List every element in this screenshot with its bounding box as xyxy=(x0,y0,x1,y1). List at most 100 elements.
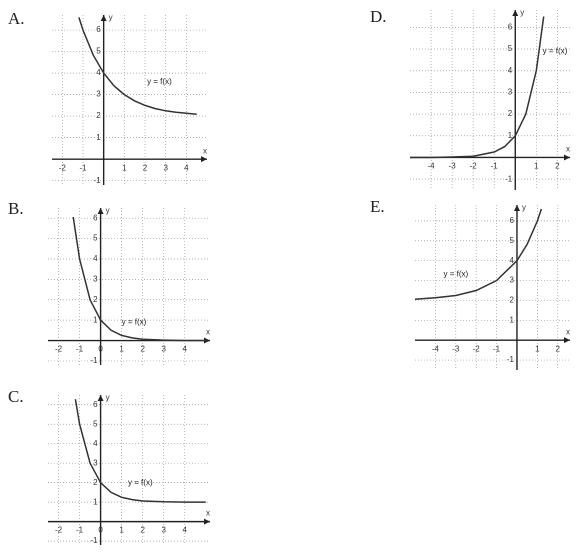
y-tick-label: 5 xyxy=(93,234,98,243)
curve-label: y = f(x) xyxy=(147,77,172,86)
y-tick-label: 5 xyxy=(96,47,101,56)
x-axis-label: x xyxy=(566,327,570,336)
x-tick-label: -1 xyxy=(491,162,499,171)
y-tick-label: 5 xyxy=(510,236,515,245)
choice-label: D. xyxy=(370,7,387,26)
choice-label: A. xyxy=(8,9,25,28)
choice-label: C. xyxy=(8,387,24,406)
y-tick-label: 6 xyxy=(93,213,98,222)
x-tick-label: -2 xyxy=(55,345,63,354)
y-arrow xyxy=(97,395,104,401)
y-tick-label: -1 xyxy=(90,536,98,545)
x-tick-label: 4 xyxy=(184,163,189,172)
y-axis-label: y xyxy=(522,203,526,212)
y-tick-label: 2 xyxy=(93,478,98,487)
x-tick-label: 1 xyxy=(119,345,124,354)
y-tick-label: 4 xyxy=(508,66,513,75)
curve xyxy=(414,208,543,300)
y-tick-label: 3 xyxy=(510,276,515,285)
x-tick-label: -2 xyxy=(55,526,63,535)
curve-label: y = f(x) xyxy=(444,270,469,279)
x-tick-label: 1 xyxy=(535,344,540,353)
y-tick-label: 2 xyxy=(510,296,515,305)
curve xyxy=(78,17,197,115)
y-tick-label: -1 xyxy=(505,174,513,183)
y-tick-label: 6 xyxy=(96,25,101,34)
y-tick-label: 3 xyxy=(93,458,98,467)
y-tick-label: -1 xyxy=(507,355,515,364)
x-tick-label: -1 xyxy=(79,163,87,172)
x-arrow xyxy=(564,337,570,344)
y-tick-label: 4 xyxy=(93,439,98,448)
x-axis-label: x xyxy=(206,509,210,518)
y-arrow xyxy=(100,15,107,21)
x-tick-label: 2 xyxy=(556,344,561,353)
curve xyxy=(72,216,206,342)
y-tick-label: 1 xyxy=(508,131,513,140)
x-tick-label: 1 xyxy=(122,163,127,172)
x-tick-label: -4 xyxy=(427,162,435,171)
y-tick-label: 5 xyxy=(508,44,513,53)
y-tick-label: 2 xyxy=(96,111,101,120)
x-tick-label: -2 xyxy=(59,163,67,172)
x-arrow xyxy=(201,156,207,163)
x-tick-label: -2 xyxy=(473,344,481,353)
y-tick-label: 3 xyxy=(96,90,101,99)
y-tick-label: 4 xyxy=(93,254,98,263)
x-tick-label: 2 xyxy=(555,162,560,171)
x-tick-label: -2 xyxy=(470,162,478,171)
x-tick-label: -1 xyxy=(76,526,84,535)
x-axis-label: x xyxy=(206,328,210,337)
x-tick-label: 4 xyxy=(183,526,188,535)
x-tick-label: 1 xyxy=(119,526,124,535)
x-tick-label: 2 xyxy=(143,163,148,172)
y-arrow xyxy=(97,208,104,214)
x-tick-label: 3 xyxy=(163,163,168,172)
choice-label: E. xyxy=(370,197,385,216)
x-axis-label: x xyxy=(566,145,570,154)
y-tick-label: 6 xyxy=(93,400,98,409)
y-tick-label: 2 xyxy=(93,295,98,304)
y-tick-label: -1 xyxy=(94,176,102,185)
x-tick-label: 1 xyxy=(534,162,539,171)
y-tick-label: 2 xyxy=(508,109,513,118)
y-tick-label: 3 xyxy=(508,88,513,97)
y-axis-label: y xyxy=(106,393,110,402)
y-axis-label: y xyxy=(109,13,113,22)
y-tick-label: 6 xyxy=(510,216,515,225)
x-axis-label: x xyxy=(203,146,207,155)
x-tick-label: -3 xyxy=(452,344,460,353)
x-tick-label: 3 xyxy=(161,526,166,535)
x-tick-label: -4 xyxy=(432,344,440,353)
x-arrow xyxy=(204,518,210,525)
x-arrow xyxy=(204,337,210,344)
curve xyxy=(410,16,545,159)
y-tick-label: 1 xyxy=(93,315,98,324)
y-arrow xyxy=(512,10,519,16)
x-arrow xyxy=(564,154,570,161)
y-tick-label: 4 xyxy=(510,256,515,265)
y-arrow xyxy=(513,205,520,211)
choice-label: B. xyxy=(8,199,24,218)
y-axis-label: y xyxy=(106,206,110,215)
y-tick-label: 1 xyxy=(510,315,515,324)
y-tick-label: 6 xyxy=(508,22,513,31)
x-tick-label: 2 xyxy=(140,526,145,535)
y-tick-label: 1 xyxy=(96,133,101,142)
curve-label: y = f(x) xyxy=(122,317,147,326)
curve xyxy=(74,399,206,503)
curve-label: y = f(x) xyxy=(543,46,568,55)
y-axis-label: y xyxy=(520,8,524,17)
y-tick-label: 4 xyxy=(96,68,101,77)
x-tick-label: 3 xyxy=(161,345,166,354)
x-tick-label: 2 xyxy=(140,345,145,354)
x-tick-label: -3 xyxy=(449,162,457,171)
curve-label: y = f(x) xyxy=(128,478,153,487)
y-tick-label: -1 xyxy=(90,356,98,365)
x-tick-label: -1 xyxy=(493,344,501,353)
y-tick-label: 3 xyxy=(93,274,98,283)
y-tick-label: 5 xyxy=(93,419,98,428)
x-tick-label: -1 xyxy=(76,345,84,354)
y-tick-label: 1 xyxy=(93,497,98,506)
